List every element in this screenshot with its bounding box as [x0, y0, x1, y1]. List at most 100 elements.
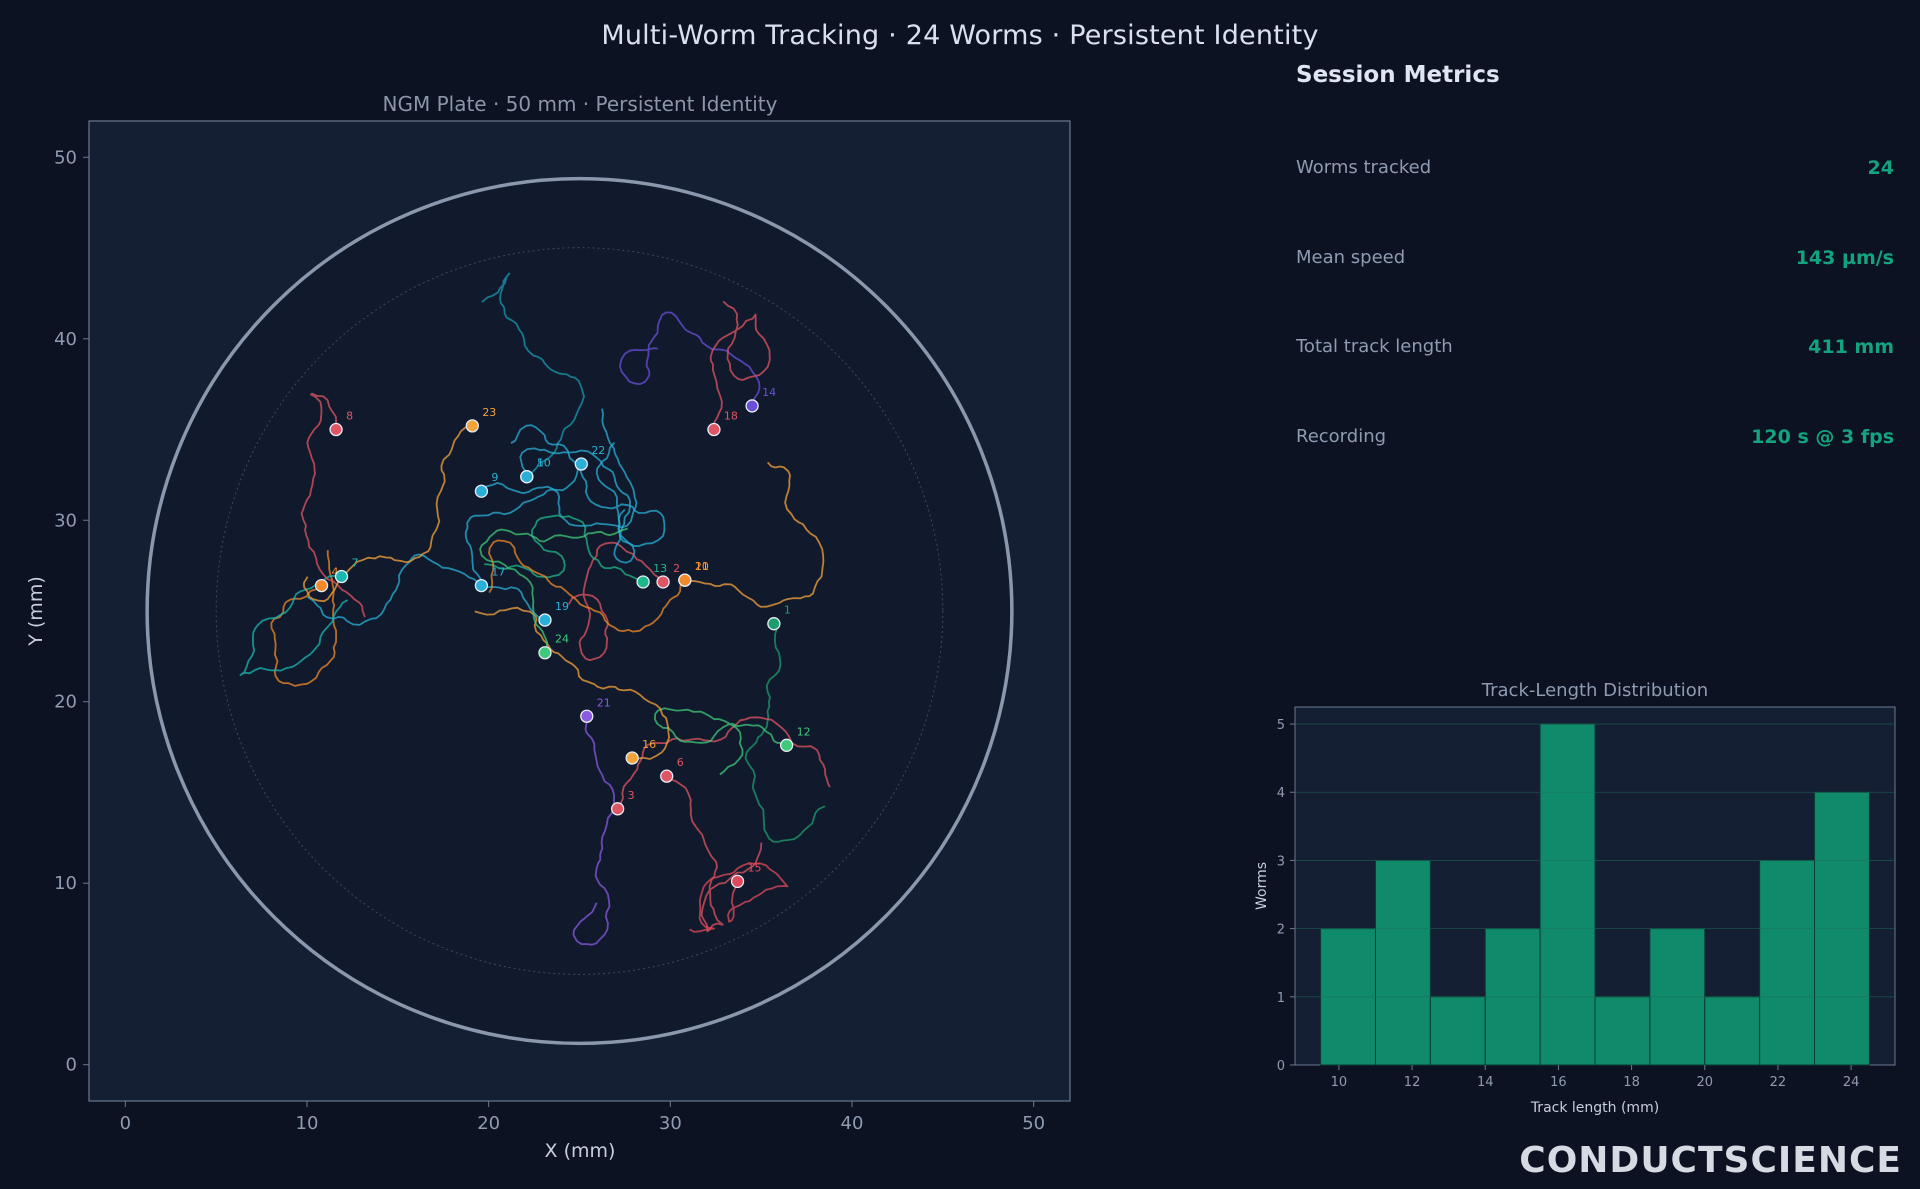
worm-marker — [474, 578, 489, 593]
worm-track — [239, 575, 349, 676]
worm-marker — [329, 422, 343, 437]
worm-id-label: 21 — [597, 696, 611, 709]
plate-inner-ring — [215, 247, 944, 975]
hist-x-tick-label: 22 — [1770, 1075, 1787, 1090]
worm-track — [567, 541, 664, 661]
plate-y-axis-label: Y (mm) — [25, 576, 47, 647]
worm-marker — [660, 769, 674, 783]
worm-marker — [611, 802, 625, 816]
worm-track — [744, 623, 826, 843]
y-tick-label: 50 — [54, 147, 77, 168]
worm-id-label: 8 — [346, 410, 353, 423]
metric-label: Total track length — [1296, 336, 1453, 357]
worm-track — [684, 461, 825, 608]
worm-id-label: 22 — [591, 444, 605, 457]
x-tick-label: 40 — [841, 1113, 864, 1134]
worm-track — [481, 272, 585, 478]
hist-y-tick-label: 2 — [1277, 923, 1285, 938]
worm-marker — [707, 422, 721, 437]
metric-value: 120 s @ 3 fps — [1751, 426, 1894, 448]
hist-x-tick-label: 16 — [1550, 1075, 1567, 1090]
worm-marker — [334, 569, 349, 584]
worm-id-label: 1 — [784, 604, 791, 617]
plate-tracking-chart: NGM Plate · 50 mm · Persistent Identity … — [25, 92, 1071, 1162]
worm-track — [479, 527, 628, 653]
worm-id-label: 17 — [491, 566, 505, 579]
histogram-y-axis-label: Worms — [1254, 862, 1270, 910]
worm-marker — [779, 738, 794, 752]
x-tick-label: 30 — [659, 1113, 682, 1134]
hist-x-tick-label: 12 — [1404, 1075, 1421, 1090]
x-tick-label: 0 — [120, 1113, 131, 1134]
hist-y-tick-label: 5 — [1277, 718, 1285, 733]
histogram-x-axis-label: Track length (mm) — [1530, 1100, 1659, 1116]
plate-chart-title: NGM Plate · 50 mm · Persistent Identity — [383, 92, 778, 116]
histogram-bar — [1374, 859, 1431, 1066]
histogram-bar — [1539, 723, 1596, 1066]
x-tick-label: 50 — [1022, 1113, 1045, 1134]
metric-mean-speed: Mean speed 143 µm/s — [1296, 247, 1894, 277]
worm-id-label: 20 — [695, 560, 709, 573]
worm-track — [619, 311, 761, 407]
metric-label: Worms tracked — [1296, 157, 1432, 178]
y-tick-label: 10 — [54, 873, 77, 894]
hist-x-tick-label: 10 — [1331, 1075, 1348, 1090]
worm-id-label: 19 — [555, 600, 569, 613]
worm-marker — [636, 575, 650, 589]
worm-marker — [745, 399, 759, 413]
worm-track — [519, 447, 636, 564]
metric-label: Mean speed — [1296, 247, 1406, 268]
session-metrics-panel: Session Metrics Worms tracked 24 Mean sp… — [1296, 62, 1896, 448]
histogram-bar — [1759, 859, 1816, 1066]
plate-outer-ring — [145, 176, 1014, 1046]
hist-x-tick-label: 20 — [1696, 1075, 1713, 1090]
histogram-bar — [1704, 996, 1761, 1066]
worm-id-label: 13 — [653, 562, 667, 575]
y-tick-label: 0 — [66, 1055, 77, 1076]
worm-track — [654, 707, 788, 776]
worm-id-label: 4 — [332, 566, 339, 579]
worm-id-label: 16 — [642, 738, 656, 751]
worm-track — [484, 514, 644, 583]
worm-track — [572, 716, 615, 946]
hist-y-tick-label: 1 — [1277, 991, 1285, 1006]
track-length-histogram: Track-Length Distribution 10 12 14 16 18 20 22… — [1254, 680, 1896, 1116]
worm-id-label: 18 — [724, 410, 738, 423]
y-tick-label: 40 — [54, 329, 77, 350]
histogram-bar — [1594, 996, 1651, 1066]
worm-id-label: 9 — [491, 471, 498, 484]
plate-x-axis-label: X (mm) — [545, 1140, 616, 1162]
worm-marker — [730, 874, 745, 889]
y-tick-label: 30 — [54, 510, 77, 531]
worm-id-label: 24 — [555, 633, 569, 646]
worm-id-label: 5 — [537, 457, 544, 470]
hist-y-tick-label: 4 — [1277, 786, 1285, 801]
worm-track — [709, 300, 771, 430]
hist-x-tick-label: 14 — [1477, 1075, 1494, 1090]
worm-marker — [538, 646, 552, 660]
worm-id-label: 2 — [673, 562, 680, 575]
worm-marker — [678, 573, 692, 587]
x-tick-label: 20 — [477, 1113, 500, 1134]
worm-id-label: 14 — [762, 386, 776, 399]
histogram-bar — [1429, 996, 1486, 1066]
worm-id-label: 12 — [797, 725, 811, 738]
worm-marker — [767, 617, 781, 631]
worm-id-label: 6 — [677, 756, 684, 769]
x-tick-label: 10 — [296, 1113, 319, 1134]
metric-value: 411 mm — [1808, 336, 1894, 358]
metric-recording: Recording 120 s @ 3 fps — [1296, 426, 1894, 456]
worm-id-label: 15 — [748, 861, 762, 874]
worm-id-label: 11 — [695, 560, 709, 573]
worm-track — [488, 539, 686, 633]
hist-y-tick-label: 0 — [1277, 1059, 1285, 1074]
worm-marker — [580, 709, 594, 723]
page-title: Multi-Worm Tracking · 24 Worms · Persist… — [601, 20, 1319, 51]
worm-marker — [314, 578, 329, 593]
worm-track — [579, 442, 666, 548]
metrics-title: Session Metrics — [1296, 62, 1500, 88]
metric-worms-tracked: Worms tracked 24 — [1296, 157, 1894, 187]
worm-track — [300, 392, 366, 618]
worm-track — [689, 862, 789, 933]
worm-track — [616, 716, 831, 810]
